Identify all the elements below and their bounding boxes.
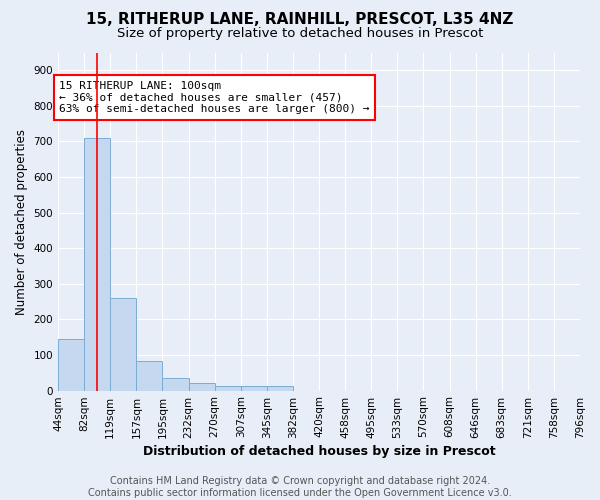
Bar bbox=[110, 298, 136, 390]
Bar bbox=[188, 384, 215, 390]
Bar bbox=[136, 361, 163, 390]
Bar bbox=[215, 386, 241, 390]
Bar bbox=[58, 339, 84, 390]
Text: Size of property relative to detached houses in Prescot: Size of property relative to detached ho… bbox=[117, 28, 483, 40]
Text: 15 RITHERUP LANE: 100sqm
← 36% of detached houses are smaller (457)
63% of semi-: 15 RITHERUP LANE: 100sqm ← 36% of detach… bbox=[59, 81, 370, 114]
Bar bbox=[84, 138, 110, 390]
Text: Contains HM Land Registry data © Crown copyright and database right 2024.
Contai: Contains HM Land Registry data © Crown c… bbox=[88, 476, 512, 498]
Text: 15, RITHERUP LANE, RAINHILL, PRESCOT, L35 4NZ: 15, RITHERUP LANE, RAINHILL, PRESCOT, L3… bbox=[86, 12, 514, 28]
Bar bbox=[241, 386, 267, 390]
Bar bbox=[163, 378, 188, 390]
Bar bbox=[267, 386, 293, 390]
X-axis label: Distribution of detached houses by size in Prescot: Distribution of detached houses by size … bbox=[143, 444, 496, 458]
Y-axis label: Number of detached properties: Number of detached properties bbox=[15, 128, 28, 314]
